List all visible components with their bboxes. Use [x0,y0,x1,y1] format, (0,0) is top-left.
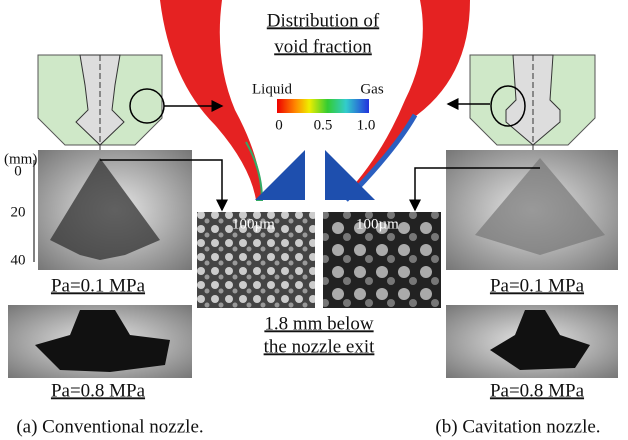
center-label: the nozzle exit [264,336,376,357]
scale-tick: 0 [14,163,22,179]
legend-label: Liquid [252,81,292,97]
caption: (a) Conventional nozzle. [16,416,203,437]
nozzle-right [448,55,595,150]
title: void fraction [274,36,372,57]
scale-tick: 40 [11,252,26,268]
colorbar [277,99,369,113]
colorbar-tick: 1.0 [357,117,376,133]
micro-scale: 100µm [232,216,275,232]
center-label: 1.8 mm below [264,313,374,334]
triangle [255,150,305,200]
micro-scale: 100µm [356,216,399,232]
title: Distribution of [267,10,380,31]
caption: (b) Cavitation nozzle. [435,416,600,437]
legend-label: Gas [360,81,383,97]
label: Pa=0.8 MPa [490,380,585,401]
colorbar-tick: 0 [275,117,283,133]
label: Pa=0.8 MPa [51,380,146,401]
label: Pa=0.1 MPa [51,275,146,296]
colorbar-tick: 0.5 [314,117,333,133]
scale-tick: 20 [11,204,26,220]
label: Pa=0.1 MPa [490,275,585,296]
figure: Distribution of void fraction Liquid Gas… [0,0,628,440]
